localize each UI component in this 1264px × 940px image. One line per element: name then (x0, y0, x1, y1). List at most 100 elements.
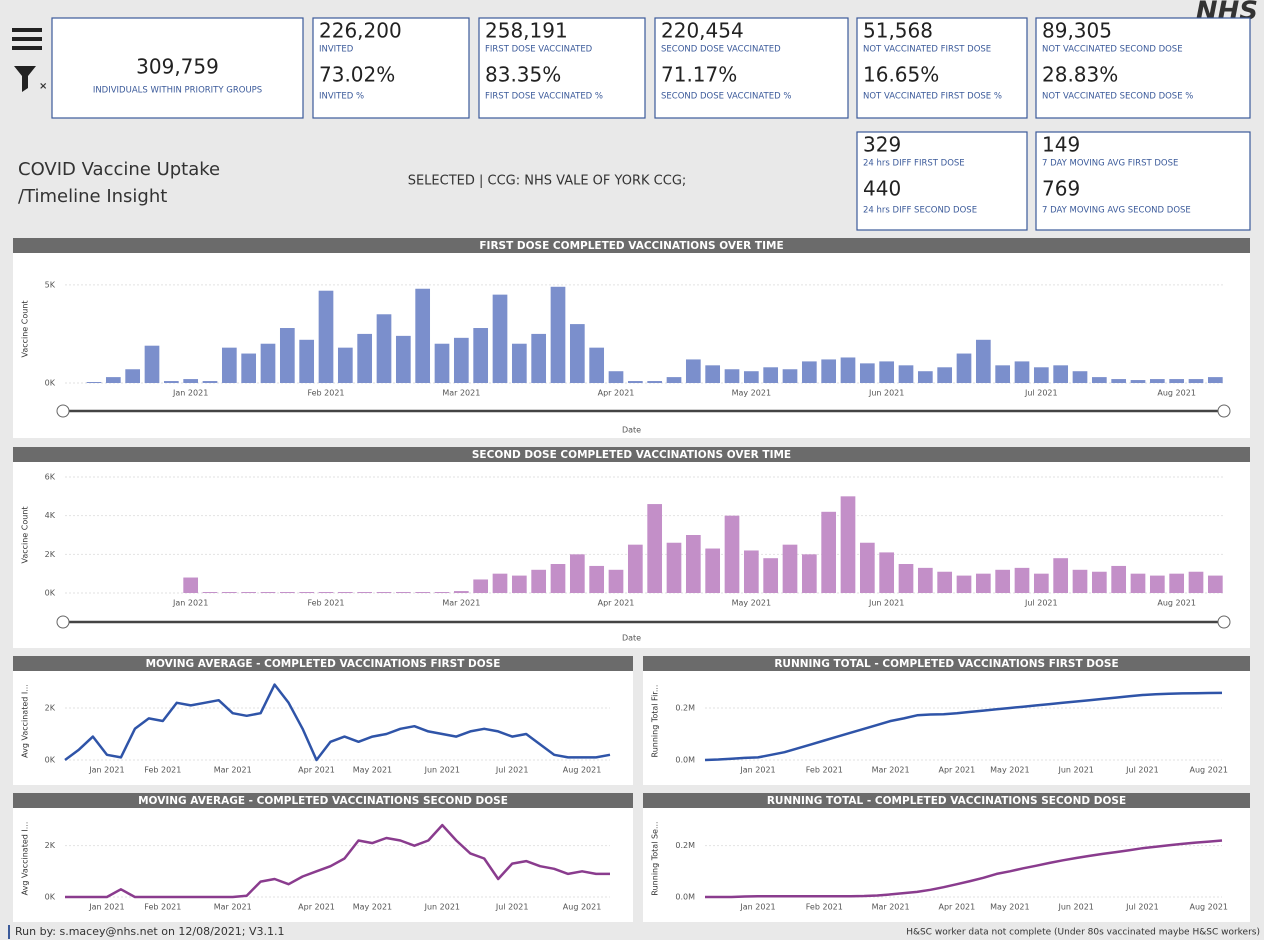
x-tick-label: Mar 2021 (872, 766, 910, 775)
line (705, 839, 1223, 899)
bar (531, 333, 547, 383)
x-tick-label: Feb 2021 (806, 903, 843, 912)
y-tick-label: 5K (45, 280, 56, 289)
bar (685, 535, 701, 593)
y-axis-label: Vaccine Count (21, 300, 30, 357)
bar (821, 511, 837, 593)
kpi-label: FIRST DOSE VACCINATED % (485, 92, 603, 102)
bar (1207, 575, 1223, 593)
y-tick-label: 0K (45, 379, 56, 388)
y-axis-label: Vaccine Count (21, 506, 30, 563)
slider-handle[interactable] (1217, 404, 1231, 418)
bar (376, 592, 392, 593)
bar (550, 286, 566, 383)
kpi-label: 7 DAY MOVING AVG FIRST DOSE (1042, 159, 1178, 169)
y-tick-label: 0.0M (675, 893, 695, 902)
bar (879, 361, 895, 383)
charts: FIRST DOSE COMPLETED VACCINATIONS OVER T… (13, 238, 1250, 922)
chart-panel (13, 238, 1250, 438)
kpi-label: NOT VACCINATED FIRST DOSE (863, 45, 991, 55)
slider-handle[interactable] (56, 615, 70, 629)
kpi-label: NOT VACCINATED FIRST DOSE % (863, 92, 1002, 102)
bar (105, 377, 121, 383)
x-tick-label: Mar 2021 (442, 389, 480, 398)
bar (202, 592, 218, 593)
chart-title: RUNNING TOTAL - COMPLETED VACCINATIONS S… (767, 795, 1126, 807)
menu-icon[interactable] (12, 28, 42, 50)
line (65, 823, 610, 899)
kpi-label: 7 DAY MOVING AVG SECOND DOSE (1042, 206, 1191, 216)
clear-filter-icon[interactable]: × (14, 66, 47, 92)
bar (202, 381, 218, 383)
bar (1014, 567, 1030, 593)
kpi-label: SECOND DOSE VACCINATED (661, 45, 781, 55)
bar (705, 548, 721, 593)
slider-handle[interactable] (56, 404, 70, 418)
bar (1091, 571, 1107, 593)
y-axis-label: Avg Vaccinated I... (21, 822, 30, 896)
chart-banner (13, 447, 1250, 462)
x-tick-label: Apr 2021 (298, 766, 335, 775)
bar (550, 564, 566, 593)
bar (1169, 573, 1185, 593)
bar (666, 377, 682, 383)
bar (975, 339, 991, 383)
bar (1149, 575, 1165, 593)
bar (357, 592, 373, 593)
bar (337, 347, 353, 383)
bar (1014, 361, 1030, 383)
kpi-value: 220,454 (661, 19, 744, 43)
x-tick-label: Feb 2021 (307, 389, 344, 398)
x-tick-label: Aug 2021 (563, 903, 602, 912)
x-tick-label: Apr 2021 (598, 599, 635, 608)
x-tick-label: Apr 2021 (598, 389, 635, 398)
bar (1130, 573, 1146, 593)
y-axis-label: Running Total Fir... (651, 685, 660, 758)
bar (569, 324, 585, 383)
x-tick-label: Jan 2021 (88, 903, 124, 912)
x-tick-label: Jul 2021 (495, 903, 529, 912)
kpi-value: 83.35% (485, 63, 561, 87)
y-tick-label: 0.2M (675, 841, 695, 850)
x-tick-label: May 2021 (990, 766, 1029, 775)
y-tick-label: 0.0M (675, 756, 695, 765)
bar (782, 544, 798, 593)
x-tick-label: Mar 2021 (442, 599, 480, 608)
x-tick-label: Feb 2021 (144, 903, 181, 912)
chart-banner (13, 656, 633, 671)
kpi-label: NOT VACCINATED SECOND DOSE % (1042, 92, 1193, 102)
bar (956, 575, 972, 593)
chart-banner (643, 793, 1250, 808)
chart-title: FIRST DOSE COMPLETED VACCINATIONS OVER T… (479, 240, 783, 252)
bar (724, 369, 740, 383)
bar (1169, 379, 1185, 383)
bar (415, 592, 431, 593)
bar (1072, 569, 1088, 593)
bar (647, 504, 663, 593)
bar (879, 552, 895, 593)
bar (1207, 377, 1223, 383)
y-tick-label: 2K (45, 841, 56, 850)
bar (376, 314, 392, 383)
chart: RUNNING TOTAL - COMPLETED VACCINATIONS F… (643, 656, 1250, 785)
x-tick-label: Aug 2021 (563, 766, 602, 775)
bar (299, 592, 315, 593)
bar (221, 592, 237, 593)
bar (724, 515, 740, 593)
bar (125, 369, 141, 383)
bar (917, 567, 933, 593)
bar (956, 353, 972, 383)
bar (241, 353, 257, 383)
x-tick-label: May 2021 (353, 903, 392, 912)
bar (627, 544, 643, 593)
bar (279, 328, 295, 383)
chart-panel (13, 793, 633, 922)
chart: FIRST DOSE COMPLETED VACCINATIONS OVER T… (13, 238, 1250, 438)
kpi-value: 769 (1042, 177, 1080, 201)
bar (801, 361, 817, 383)
bar (318, 592, 334, 593)
bar (666, 542, 682, 593)
kpi-value: 149 (1042, 133, 1080, 157)
slider-handle[interactable] (1217, 615, 1231, 629)
